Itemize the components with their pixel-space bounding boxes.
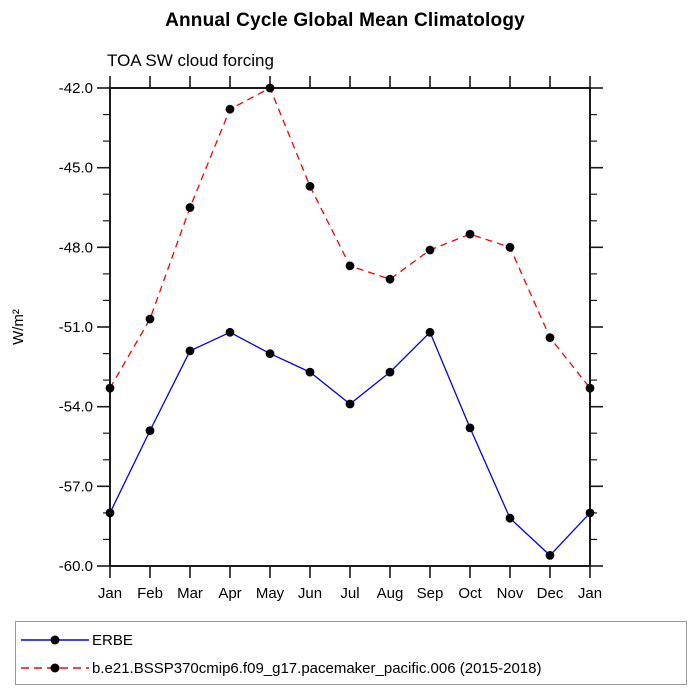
- data-point: [545, 551, 555, 560]
- x-tick-label: Oct: [458, 585, 482, 602]
- y-tick-label: -51.0: [59, 319, 93, 336]
- y-tick-label: -42.0: [59, 80, 93, 97]
- data-point: [385, 274, 395, 284]
- data-point: [145, 426, 155, 435]
- x-tick-label: Sep: [417, 585, 444, 602]
- x-tick-label: Jun: [298, 585, 322, 602]
- data-point: [265, 349, 275, 358]
- x-tick-label: Dec: [537, 585, 564, 602]
- legend-swatch-dashed-line: [21, 663, 89, 673]
- data-point: [545, 333, 555, 342]
- y-axis-label: W/m²: [10, 309, 27, 345]
- data-point: [105, 383, 115, 393]
- x-tick-label: Jul: [340, 585, 359, 602]
- data-point: [185, 203, 195, 212]
- y-tick-label: -48.0: [59, 239, 93, 256]
- x-tick-label: Jan: [578, 585, 602, 602]
- chart-subtitle: TOA SW cloud forcing: [107, 51, 274, 70]
- legend-item-model: b.e21.BSSP370cmip6.f09_g17.pacemaker_pac…: [20, 654, 686, 682]
- data-point: [385, 367, 395, 377]
- data-point: [505, 513, 515, 523]
- data-point: [265, 83, 275, 93]
- y-tick-label: -60.0: [59, 558, 93, 575]
- data-point: [465, 229, 475, 239]
- data-point: [105, 508, 115, 518]
- series-0: [105, 327, 595, 560]
- chart-plot: Jan Feb Mar Apr May Jun Jul Aug Sep Oct Nov Dec Jan-…: [10, 76, 603, 602]
- series-1: [105, 83, 595, 393]
- legend-label-erbe: ERBE: [92, 631, 133, 649]
- data-point: [145, 314, 155, 324]
- data-point: [305, 181, 315, 191]
- data-point: [225, 327, 235, 337]
- data-point: [305, 367, 315, 377]
- x-tick-label: Jan: [98, 585, 122, 602]
- data-point: [185, 346, 195, 356]
- legend: ERBE b.e21.BSSP370cmip6.f09_g17.pacemake…: [15, 621, 687, 685]
- data-point: [225, 104, 235, 114]
- x-tick-label: May: [256, 585, 285, 602]
- plot-box: [109, 87, 591, 567]
- x-tick-label: Apr: [218, 585, 241, 602]
- data-point: [585, 508, 595, 518]
- y-tick-label: -54.0: [59, 399, 93, 416]
- data-point: [585, 383, 595, 393]
- x-axis: Jan Feb Mar Apr May Jun Jul Aug Sep Oct Nov Dec Jan: [98, 76, 602, 602]
- series-line: [109, 87, 591, 389]
- legend-label-model: b.e21.BSSP370cmip6.f09_g17.pacemaker_pac…: [92, 659, 542, 677]
- y-axis: -42.0 -45.0 -48.0 -51.0 -54.0 -57.0 -60.0: [59, 80, 603, 575]
- y-tick-label: -57.0: [59, 478, 93, 495]
- series-line: [109, 331, 591, 557]
- y-tick-label: -45.0: [59, 160, 93, 177]
- x-tick-label: Nov: [497, 585, 524, 602]
- x-tick-label: Mar: [177, 585, 203, 602]
- data-point: [465, 423, 475, 433]
- x-tick-label: Feb: [137, 585, 163, 602]
- legend-item-erbe: ERBE: [20, 626, 686, 654]
- data-point: [505, 242, 515, 252]
- x-tick-label: Aug: [377, 585, 404, 602]
- data-point: [425, 245, 435, 255]
- legend-swatch-solid-line: [21, 635, 89, 645]
- data-point: [345, 399, 355, 409]
- data-point: [425, 327, 435, 337]
- chart-title: Annual Cycle Global Mean Climatology: [165, 10, 525, 31]
- data-point: [345, 261, 355, 271]
